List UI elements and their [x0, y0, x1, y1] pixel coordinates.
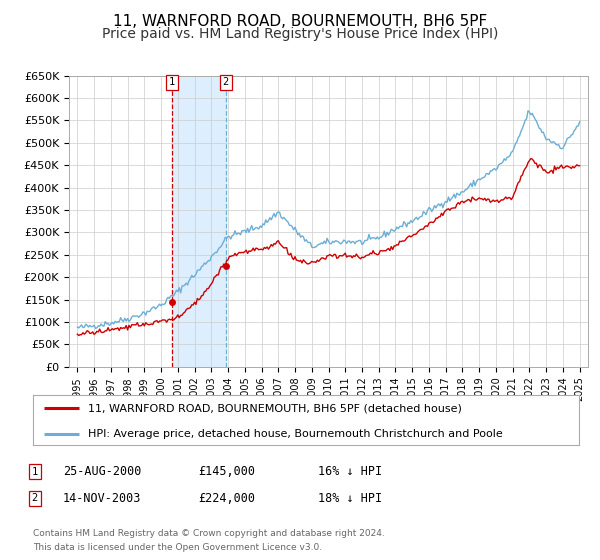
Text: 14-NOV-2003: 14-NOV-2003 [63, 492, 142, 505]
Text: £145,000: £145,000 [198, 465, 255, 478]
Text: This data is licensed under the Open Government Licence v3.0.: This data is licensed under the Open Gov… [33, 543, 322, 552]
Text: 1: 1 [169, 77, 175, 87]
Text: 11, WARNFORD ROAD, BOURNEMOUTH, BH6 5PF: 11, WARNFORD ROAD, BOURNEMOUTH, BH6 5PF [113, 14, 487, 29]
Text: 2: 2 [223, 77, 229, 87]
Text: 11, WARNFORD ROAD, BOURNEMOUTH, BH6 5PF (detached house): 11, WARNFORD ROAD, BOURNEMOUTH, BH6 5PF … [88, 403, 461, 413]
Text: 2: 2 [32, 493, 38, 503]
Bar [172, 76, 226, 367]
Text: HPI: Average price, detached house, Bournemouth Christchurch and Poole: HPI: Average price, detached house, Bour… [88, 428, 502, 438]
Text: 18% ↓ HPI: 18% ↓ HPI [318, 492, 382, 505]
Text: Price paid vs. HM Land Registry's House Price Index (HPI): Price paid vs. HM Land Registry's House … [102, 27, 498, 41]
Text: 16% ↓ HPI: 16% ↓ HPI [318, 465, 382, 478]
Text: 1: 1 [32, 466, 38, 477]
Text: 25-AUG-2000: 25-AUG-2000 [63, 465, 142, 478]
Text: Contains HM Land Registry data © Crown copyright and database right 2024.: Contains HM Land Registry data © Crown c… [33, 529, 385, 538]
Text: £224,000: £224,000 [198, 492, 255, 505]
